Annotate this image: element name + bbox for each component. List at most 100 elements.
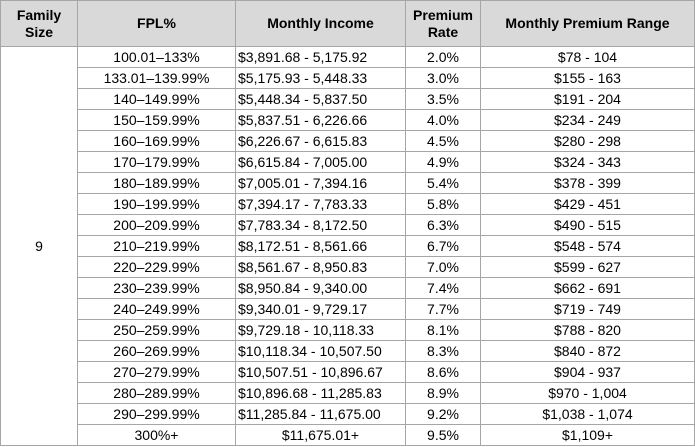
table-cell: $548 - 574 bbox=[480, 235, 695, 257]
table-cell: 7.0% bbox=[405, 256, 481, 278]
table-cell: $11,285.84 - 11,675.00 bbox=[235, 403, 406, 425]
table-cell: 140–149.99% bbox=[77, 88, 236, 110]
table-row: 200–209.99% $7,783.34 - 8,172.50 6.3% $490 … bbox=[1, 214, 695, 236]
table-cell: $1,109+ bbox=[480, 424, 695, 446]
family-size-cell: 9 bbox=[0, 46, 78, 446]
table-cell: 4.5% bbox=[405, 130, 481, 152]
table-cell: $8,172.51 - 8,561.66 bbox=[235, 235, 406, 257]
table-cell: $719 - 749 bbox=[480, 298, 695, 320]
table-cell: $8,950.84 - 9,340.00 bbox=[235, 277, 406, 299]
table-body: 9 100.01–133% $3,891.68 - 5,175.92 2.0% $78 … bbox=[0, 46, 695, 446]
table-cell: 170–179.99% bbox=[77, 151, 236, 173]
table-row: 230–239.99% $8,950.84 - 9,340.00 7.4% $662 … bbox=[1, 277, 695, 299]
table-cell: $788 - 820 bbox=[480, 319, 695, 341]
table-row: 180–189.99% $7,005.01 - 7,394.16 5.4% $378 … bbox=[1, 172, 695, 194]
table-row: 280–289.99% $10,896.68 - 11,285.83 8.9% $97… bbox=[1, 382, 695, 404]
table-row: 170–179.99% $6,615.84 - 7,005.00 4.9% $324 … bbox=[1, 151, 695, 173]
table-cell: $840 - 872 bbox=[480, 340, 695, 362]
table-cell: $490 - 515 bbox=[480, 214, 695, 236]
table-cell: 240–249.99% bbox=[77, 298, 236, 320]
table-cell: $662 - 691 bbox=[480, 277, 695, 299]
table-row: 250–259.99% $9,729.18 - 10,118.33 8.1% $788… bbox=[1, 319, 695, 341]
table-cell: 7.4% bbox=[405, 277, 481, 299]
table-cell: $5,837.51 - 6,226.66 bbox=[235, 109, 406, 131]
table-cell: $10,118.34 - 10,507.50 bbox=[235, 340, 406, 362]
table-cell: 9.2% bbox=[405, 403, 481, 425]
table-cell: 6.7% bbox=[405, 235, 481, 257]
table-cell: $280 - 298 bbox=[480, 130, 695, 152]
header-cell: Monthly Income bbox=[235, 0, 406, 47]
table-cell: $7,394.17 - 7,783.33 bbox=[235, 193, 406, 215]
table-cell: 260–269.99% bbox=[77, 340, 236, 362]
table-cell: $5,448.34 - 5,837.50 bbox=[235, 88, 406, 110]
table-row: 270–279.99% $10,507.51 - 10,896.67 8.6% $90… bbox=[1, 361, 695, 383]
table-cell: $324 - 343 bbox=[480, 151, 695, 173]
table-cell: $155 - 163 bbox=[480, 67, 695, 89]
table-row: 160–169.99% $6,226.67 - 6,615.83 4.5% $280 … bbox=[1, 130, 695, 152]
table-cell: 8.6% bbox=[405, 361, 481, 383]
table-cell: $7,783.34 - 8,172.50 bbox=[235, 214, 406, 236]
table-cell: $970 - 1,004 bbox=[480, 382, 695, 404]
header-cell: Family Size bbox=[0, 0, 78, 47]
table-cell: $191 - 204 bbox=[480, 88, 695, 110]
table-cell: $10,896.68 - 11,285.83 bbox=[235, 382, 406, 404]
table-cell: 280–289.99% bbox=[77, 382, 236, 404]
table-cell: 160–169.99% bbox=[77, 130, 236, 152]
table-row: 140–149.99% $5,448.34 - 5,837.50 3.5% $191 … bbox=[1, 88, 695, 110]
table-cell: 5.4% bbox=[405, 172, 481, 194]
table-cell: 4.9% bbox=[405, 151, 481, 173]
table-cell: 150–159.99% bbox=[77, 109, 236, 131]
table-cell: 3.5% bbox=[405, 88, 481, 110]
header-cell: Monthly Premium Range bbox=[480, 0, 695, 47]
table-cell: 290–299.99% bbox=[77, 403, 236, 425]
table-cell: 8.1% bbox=[405, 319, 481, 341]
table-row: 240–249.99% $9,340.01 - 9,729.17 7.7% $719 … bbox=[1, 298, 695, 320]
table-cell: $599 - 627 bbox=[480, 256, 695, 278]
table-cell: 230–239.99% bbox=[77, 277, 236, 299]
table-cell: $904 - 937 bbox=[480, 361, 695, 383]
table-cell: $6,226.67 - 6,615.83 bbox=[235, 130, 406, 152]
table-cell: 210–219.99% bbox=[77, 235, 236, 257]
table-cell: $78 - 104 bbox=[480, 46, 695, 68]
table-cell: 200–209.99% bbox=[77, 214, 236, 236]
table-cell: 8.3% bbox=[405, 340, 481, 362]
table-cell: $9,729.18 - 10,118.33 bbox=[235, 319, 406, 341]
table-row: 210–219.99% $8,172.51 - 8,561.66 6.7% $548 … bbox=[1, 235, 695, 257]
table-cell: $9,340.01 - 9,729.17 bbox=[235, 298, 406, 320]
table-cell: 250–259.99% bbox=[77, 319, 236, 341]
table-cell: 9.5% bbox=[405, 424, 481, 446]
table-cell: 300%+ bbox=[77, 424, 236, 446]
table-cell: $429 - 451 bbox=[480, 193, 695, 215]
table-cell: 2.0% bbox=[405, 46, 481, 68]
table-cell: 100.01–133% bbox=[77, 46, 236, 68]
table-cell: $11,675.01+ bbox=[235, 424, 406, 446]
table-cell: 190–199.99% bbox=[77, 193, 236, 215]
table-cell: 7.7% bbox=[405, 298, 481, 320]
table-row: 300%+ $11,675.01+ 9.5% $1,109+ bbox=[1, 424, 695, 446]
table-row: 150–159.99% $5,837.51 - 6,226.66 4.0% $234 … bbox=[1, 109, 695, 131]
table-row: 260–269.99% $10,118.34 - 10,507.50 8.3% $84… bbox=[1, 340, 695, 362]
table-cell: $7,005.01 - 7,394.16 bbox=[235, 172, 406, 194]
table-cell: $10,507.51 - 10,896.67 bbox=[235, 361, 406, 383]
table-cell: $1,038 - 1,074 bbox=[480, 403, 695, 425]
table-cell: 270–279.99% bbox=[77, 361, 236, 383]
table-row: 9 100.01–133% $3,891.68 - 5,175.92 2.0% $78 … bbox=[0, 46, 695, 446]
table-cell: 4.0% bbox=[405, 109, 481, 131]
table-row: 290–299.99% $11,285.84 - 11,675.00 9.2% $1,… bbox=[1, 403, 695, 425]
table-cell: 8.9% bbox=[405, 382, 481, 404]
table-row: 133.01–139.99% $5,175.93 - 5,448.33 3.0% $1… bbox=[1, 67, 695, 89]
table-cell: 133.01–139.99% bbox=[77, 67, 236, 89]
table-cell: $6,615.84 - 7,005.00 bbox=[235, 151, 406, 173]
table-cell: 180–189.99% bbox=[77, 172, 236, 194]
table-cell: 3.0% bbox=[405, 67, 481, 89]
table-cell: 220–229.99% bbox=[77, 256, 236, 278]
table-row: 220–229.99% $8,561.67 - 8,950.83 7.0% $599 … bbox=[1, 256, 695, 278]
table-cell: $378 - 399 bbox=[480, 172, 695, 194]
table-cell: $3,891.68 - 5,175.92 bbox=[235, 46, 406, 68]
table-cell: $8,561.67 - 8,950.83 bbox=[235, 256, 406, 278]
header-row: Family Size FPL% Monthly Income Premium Rat… bbox=[0, 0, 695, 47]
table-row: 190–199.99% $7,394.17 - 7,783.33 5.8% $429 … bbox=[1, 193, 695, 215]
header-cell: FPL% bbox=[77, 0, 236, 47]
